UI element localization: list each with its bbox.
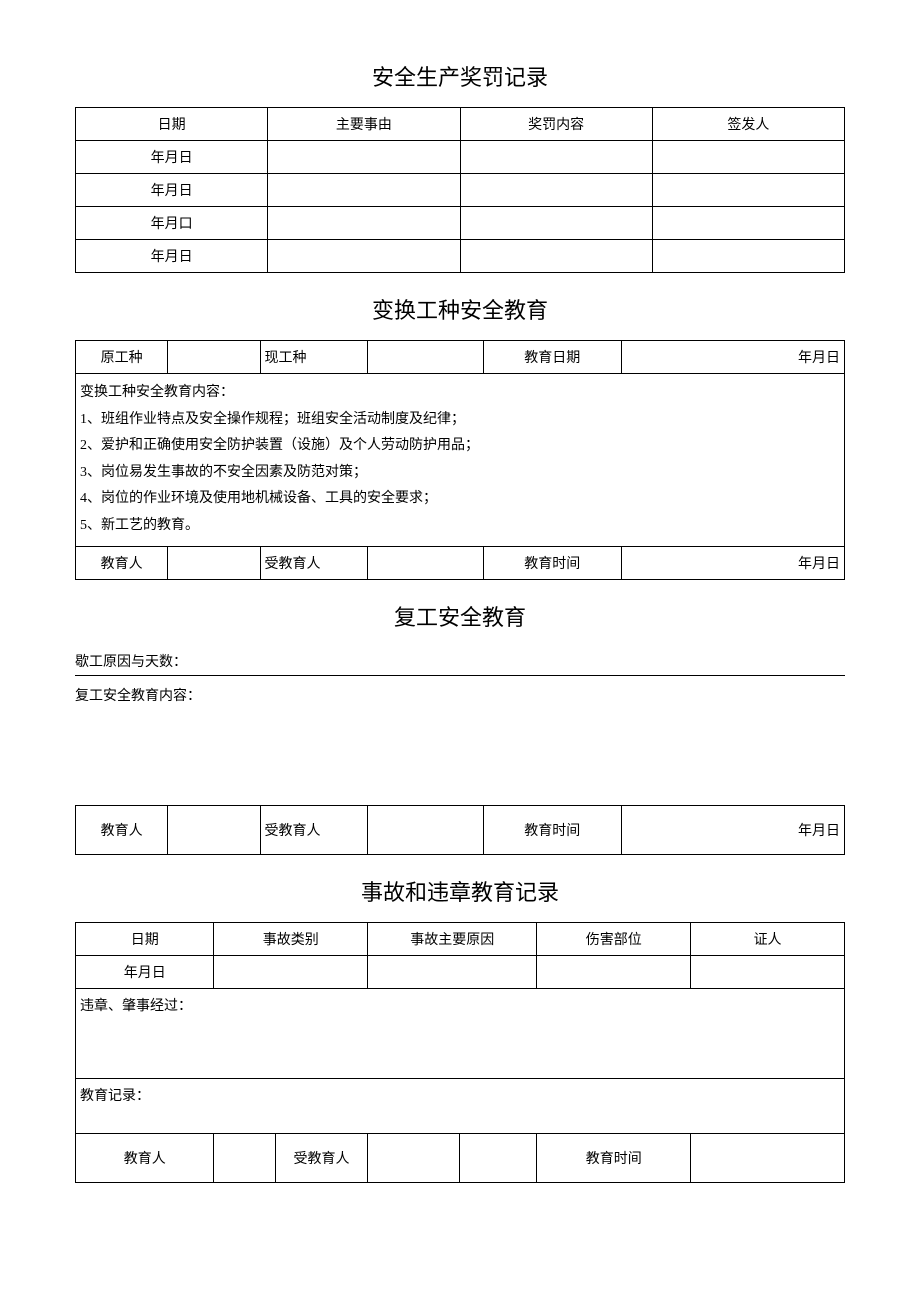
header-injury: 伤害部位 [537,922,691,955]
section1-title: 安全生产奖罚记录 [75,60,845,92]
label-educator: 教育人 [76,1133,214,1182]
table-row: 年月日 [76,240,845,273]
cell-signer [652,141,844,174]
section2-table: 原工种 现工种 教育日期 年月日 变换工种安全教育内容： 1、班组作业特点及安全… [75,340,845,580]
table-row: 年月日 [76,174,845,207]
cell-type [214,955,368,988]
cell-signer [652,207,844,240]
val-educator [168,805,260,854]
table-header-row: 日期 事故类别 事故主要原因 伤害部位 证人 [76,922,845,955]
cell-reason [268,240,460,273]
table-header-row: 日期 主要事由 奖罚内容 签发人 [76,108,845,141]
header-date: 日期 [76,108,268,141]
table-row: 变换工种安全教育内容： 1、班组作业特点及安全操作规程；班组安全活动制度及纪律；… [76,374,845,547]
cell-reason [268,207,460,240]
cell-content [460,141,652,174]
header-reason: 主要事由 [268,108,460,141]
cell-date: 年月日 [76,955,214,988]
content-line: 4、岗位的作业环境及使用地机械设备、工具的安全要求； [80,486,840,513]
header-cause: 事故主要原因 [368,922,537,955]
table-row: 违章、肇事经过： [76,988,845,1078]
content-line: 1、班组作业特点及安全操作规程；班组安全活动制度及纪律； [80,407,840,434]
val-edu-time: 年月日 [621,546,844,579]
cell-signer [652,240,844,273]
cell-signer [652,174,844,207]
spacer-cell [460,1133,537,1182]
val-educatee [368,1133,460,1182]
table-row: 教育人 受教育人 教育时间 [76,1133,845,1182]
section3-line2: 复工安全教育内容： [75,681,845,705]
cell-date: 年月日 [76,141,268,174]
table-row: 年月口 [76,207,845,240]
label-edu-date: 教育日期 [483,341,621,374]
header-date: 日期 [76,922,214,955]
header-signer: 签发人 [652,108,844,141]
label-educatee: 受教育人 [260,546,368,579]
table-row: 教育记录： [76,1078,845,1133]
content-line: 2、爱护和正确使用安全防护装置（设施）及个人劳动防护用品； [80,433,840,460]
education-record: 教育记录： [76,1078,845,1133]
label-edu-time: 教育时间 [483,805,621,854]
val-original-job [168,341,260,374]
header-witness: 证人 [691,922,845,955]
table-row: 年月日 [76,141,845,174]
section4-table: 日期 事故类别 事故主要原因 伤害部位 证人 年月日 违章、肇事经过： 教育记录… [75,922,845,1183]
cell-reason [268,174,460,207]
section3-line1: 歇工原因与天数： [75,647,845,676]
label-current-job: 现工种 [260,341,368,374]
label-educator: 教育人 [76,805,168,854]
content-cell: 变换工种安全教育内容： 1、班组作业特点及安全操作规程；班组安全活动制度及纪律；… [76,374,845,547]
table-row: 原工种 现工种 教育日期 年月日 [76,341,845,374]
cell-reason [268,141,460,174]
cell-content [460,207,652,240]
val-edu-time [691,1133,845,1182]
section3-table: 教育人 受教育人 教育时间 年月日 [75,805,845,855]
cell-date: 年月日 [76,174,268,207]
cell-date: 年月日 [76,240,268,273]
val-educatee [368,805,483,854]
cell-date: 年月口 [76,207,268,240]
label-edu-time: 教育时间 [483,546,621,579]
table-row: 年月日 [76,955,845,988]
val-educatee [368,546,483,579]
table-row: 教育人 受教育人 教育时间 年月日 [76,805,845,854]
content-line: 5、新工艺的教育。 [80,513,840,540]
header-type: 事故类别 [214,922,368,955]
header-content: 奖罚内容 [460,108,652,141]
cell-content [460,174,652,207]
spacer [75,705,845,805]
cell-injury [537,955,691,988]
val-current-job [368,341,483,374]
val-edu-date: 年月日 [621,341,844,374]
label-educatee: 受教育人 [275,1133,367,1182]
cell-witness [691,955,845,988]
val-educator [168,546,260,579]
label-educatee: 受教育人 [260,805,368,854]
cell-cause [368,955,537,988]
table-row: 教育人 受教育人 教育时间 年月日 [76,546,845,579]
label-educator: 教育人 [76,546,168,579]
section2-title: 变换工种安全教育 [75,293,845,325]
section4-title: 事故和违章教育记录 [75,875,845,907]
val-edu-time: 年月日 [621,805,844,854]
content-line: 3、岗位易发生事故的不安全因素及防范对策； [80,460,840,487]
section1-table: 日期 主要事由 奖罚内容 签发人 年月日 年月日 年月口 年月日 [75,107,845,273]
section3-title: 复工安全教育 [75,600,845,632]
label-original-job: 原工种 [76,341,168,374]
violation-content: 违章、肇事经过： [76,988,845,1078]
content-title: 变换工种安全教育内容： [80,380,840,407]
cell-content [460,240,652,273]
val-educator [214,1133,276,1182]
label-edu-time: 教育时间 [537,1133,691,1182]
